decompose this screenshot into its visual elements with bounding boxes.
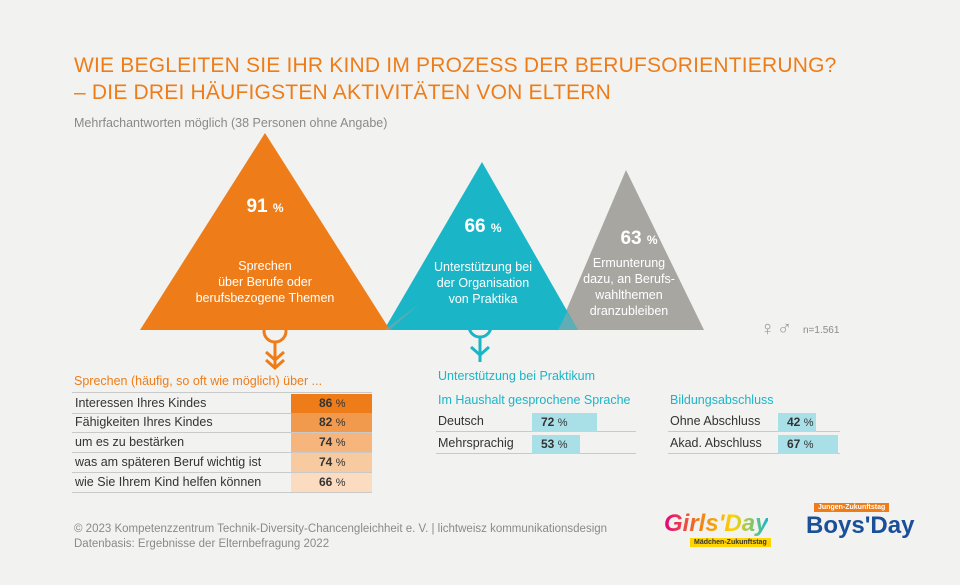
- triangle-teal: [384, 162, 578, 330]
- title-line-1: WIE BEGLEITEN SIE IHR KIND IM PROZESS DE…: [74, 54, 837, 77]
- bar: [291, 473, 372, 492]
- bar-value-label: 42 %: [787, 415, 814, 429]
- bar-value-label: 66 %: [319, 475, 346, 489]
- bar-label: Mehrsprachig: [438, 436, 514, 450]
- triangle-orange-value: 91 %: [246, 196, 284, 217]
- bar: [532, 435, 580, 454]
- bar-label: Ohne Abschluss: [670, 414, 761, 428]
- bar-label: was am späteren Beruf wichtig ist: [75, 455, 262, 469]
- chart-left-title: Sprechen (häufig, so oft wie möglich) üb…: [74, 374, 323, 388]
- sample-size: n=1.561: [803, 325, 840, 336]
- bar-label: um es zu bestärken: [75, 435, 185, 449]
- triangle-gray: [558, 170, 704, 330]
- girls-day-logo: Girls'Day: [664, 510, 769, 537]
- bar: [291, 453, 372, 472]
- bar-label: Deutsch: [438, 414, 484, 428]
- bar-value-label: 86 %: [319, 396, 346, 410]
- boys-day-logo: Boys'Day: [806, 512, 915, 539]
- table-row: um es zu bestärken 74 %: [72, 432, 372, 453]
- triangle-gray-value: 63 %: [620, 228, 658, 249]
- bar: [291, 394, 372, 413]
- footer-copyright: © 2023 Kompetenzzentrum Technik-Diversit…: [74, 523, 608, 535]
- table-row: Interessen Ihres Kindes 86 %: [72, 392, 372, 414]
- table-row: Fähigkeiten Ihres Kindes 82 %: [72, 412, 372, 433]
- table-row: was am späteren Beruf wichtig ist 74 %: [72, 452, 372, 473]
- triangle-orange-label: Sprechen über Berufe oder berufsbezogene T…: [195, 259, 335, 305]
- bar: [291, 433, 372, 452]
- orange-down-symbol: [262, 318, 288, 371]
- footer-source: Datenbasis: Ergebnisse der Elternbefragu…: [74, 538, 330, 550]
- bar: [291, 413, 372, 432]
- bar-label: Interessen Ihres Kindes: [75, 396, 207, 410]
- table-row: Akad. Abschluss 67 %: [668, 434, 840, 454]
- bar: [532, 413, 597, 432]
- bar: [778, 413, 816, 432]
- table-row: wie Sie Ihrem Kind helfen können 66 %: [72, 472, 372, 493]
- bar-value-label: 53 %: [541, 437, 568, 451]
- bar-label: wie Sie Ihrem Kind helfen können: [75, 475, 262, 489]
- gender-icon: ♀♂: [760, 318, 794, 340]
- triangle-teal-value: 66 %: [464, 216, 502, 237]
- bar-value-label: 74 %: [319, 455, 346, 469]
- triangle-overlap-teal-gray: [558, 312, 578, 330]
- table-row: Ohne Abschluss 42 %: [668, 412, 840, 432]
- group-language-title: Im Haushalt gesprochene Sprache: [438, 393, 631, 407]
- title-line-2: – DIE DREI HÄUFIGSTEN AKTIVITÄTEN VON EL…: [74, 81, 611, 104]
- triangle-gray-label: Ermunterung dazu, an Berufs-wahlthemen dra…: [583, 256, 675, 318]
- bar: [778, 435, 839, 454]
- footer: © 2023 Kompetenzzentrum Technik-Diversit…: [74, 522, 607, 552]
- triangles-graphic: [140, 133, 704, 371]
- page-title: WIE BEGLEITEN SIE IHR KIND IM PROZESS DE…: [74, 52, 836, 106]
- bar-value-label: 72 %: [541, 415, 568, 429]
- girls-day-subtitle: Mädchen-Zukunftstag: [690, 538, 771, 547]
- bar-value-label: 82 %: [319, 415, 346, 429]
- bar-label: Akad. Abschluss: [670, 436, 762, 450]
- triangle-overlap-orange-teal: [384, 304, 419, 330]
- subtitle: Mehrfachantworten möglich (38 Personen o…: [74, 116, 388, 130]
- table-row: Deutsch 72 %: [436, 412, 636, 432]
- triangle-orange: [140, 133, 390, 330]
- boys-day-subtitle: Jungen-Zukunftstag: [814, 503, 890, 512]
- table-row: Mehrsprachig 53 %: [436, 434, 636, 454]
- bar-value-label: 67 %: [787, 437, 814, 451]
- bar-label: Fähigkeiten Ihres Kindes: [75, 415, 213, 429]
- teal-down-symbol: [467, 313, 493, 362]
- chart-right-title: Unterstützung bei Praktikum: [438, 369, 596, 383]
- bar-value-label: 74 %: [319, 435, 346, 449]
- triangle-teal-label: Unterstützung bei der Organisation von Pra…: [434, 260, 532, 306]
- group-education-title: Bildungsabschluss: [670, 393, 774, 407]
